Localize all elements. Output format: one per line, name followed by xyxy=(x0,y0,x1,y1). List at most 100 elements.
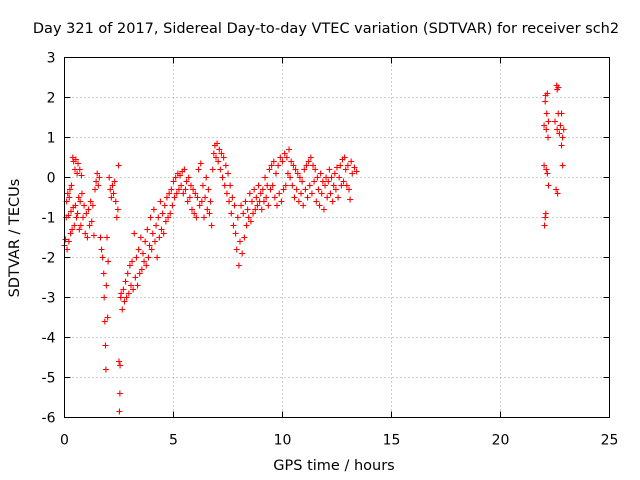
data-point xyxy=(182,186,189,193)
data-point xyxy=(99,254,106,261)
data-point xyxy=(215,158,222,165)
x-tick-label: 0 xyxy=(60,433,69,449)
data-point xyxy=(100,270,107,277)
data-point xyxy=(65,212,72,219)
data-point xyxy=(167,210,174,217)
data-point xyxy=(296,174,303,181)
data-point xyxy=(326,166,333,173)
data-point xyxy=(194,194,201,201)
data-point xyxy=(158,226,165,233)
data-point xyxy=(247,218,254,225)
data-point xyxy=(130,286,137,293)
data-point xyxy=(189,206,196,213)
data-point xyxy=(72,156,79,163)
data-point xyxy=(270,158,277,165)
data-point xyxy=(103,282,110,289)
data-point xyxy=(193,214,200,221)
data-point xyxy=(85,206,92,213)
data-point xyxy=(301,166,308,173)
data-point xyxy=(268,162,275,169)
y-tick-label: -1 xyxy=(42,211,56,227)
data-point xyxy=(213,154,220,161)
data-point xyxy=(120,286,127,293)
data-point xyxy=(235,262,242,269)
data-point xyxy=(230,222,237,229)
data-point xyxy=(84,234,91,241)
data-point xyxy=(169,202,176,209)
data-point xyxy=(254,202,261,209)
data-point xyxy=(332,186,339,193)
data-point xyxy=(102,366,109,373)
data-point xyxy=(172,174,179,181)
data-point xyxy=(351,164,358,171)
data-point xyxy=(239,250,246,257)
data-point xyxy=(76,226,83,233)
data-point xyxy=(108,194,115,201)
data-point xyxy=(178,182,185,189)
data-point xyxy=(276,190,283,197)
x-tick-label: 25 xyxy=(601,433,619,449)
data-point xyxy=(353,168,360,175)
data-point xyxy=(281,150,288,157)
data-point xyxy=(299,178,306,185)
data-point xyxy=(217,166,224,173)
data-point xyxy=(186,194,193,201)
data-point xyxy=(240,210,247,217)
data-point xyxy=(336,174,343,181)
data-point xyxy=(104,234,111,241)
data-point xyxy=(545,118,552,125)
data-point xyxy=(280,186,287,193)
data-point xyxy=(105,258,112,265)
data-point xyxy=(146,242,153,249)
data-point xyxy=(292,166,299,173)
data-point xyxy=(185,174,192,181)
data-point xyxy=(312,166,319,173)
y-tick-labels: -6 -5 -4 -3 -2 -1 0 1 2 3 xyxy=(42,51,56,427)
data-point xyxy=(118,290,125,297)
data-point xyxy=(343,182,350,189)
data-point xyxy=(328,174,335,181)
data-point xyxy=(116,358,122,365)
data-point xyxy=(68,208,75,215)
data-point xyxy=(293,186,300,193)
data-point xyxy=(122,278,129,285)
data-point xyxy=(248,198,255,205)
x-tick-label: 20 xyxy=(492,433,510,449)
data-point xyxy=(322,182,329,189)
data-point xyxy=(137,234,144,241)
data-point xyxy=(83,210,90,217)
data-point xyxy=(252,206,259,213)
data-point xyxy=(96,174,103,181)
data-point xyxy=(94,170,101,177)
data-point xyxy=(161,202,168,209)
y-tick-label: 0 xyxy=(47,171,56,187)
data-point xyxy=(290,162,297,169)
data-point xyxy=(107,186,114,193)
data-point xyxy=(543,110,550,117)
data-point xyxy=(205,186,212,193)
data-point xyxy=(141,258,148,265)
data-point xyxy=(349,170,356,177)
data-point xyxy=(259,186,266,193)
data-point xyxy=(75,194,82,201)
data-point xyxy=(112,198,119,205)
data-point xyxy=(171,194,178,201)
data-point xyxy=(129,258,136,265)
data-point xyxy=(95,182,102,189)
data-point xyxy=(136,270,143,277)
data-point xyxy=(542,98,549,105)
data-point xyxy=(232,230,239,237)
data-point xyxy=(291,194,298,201)
data-point xyxy=(97,234,104,241)
data-point xyxy=(180,190,187,197)
data-point xyxy=(216,146,223,153)
data-point xyxy=(98,246,105,253)
data-point xyxy=(87,198,94,205)
y-tick-label: -6 xyxy=(42,411,56,427)
data-point xyxy=(191,210,198,217)
data-point xyxy=(74,210,81,217)
data-point xyxy=(77,198,84,205)
data-point xyxy=(288,158,295,165)
data-point xyxy=(104,314,111,321)
